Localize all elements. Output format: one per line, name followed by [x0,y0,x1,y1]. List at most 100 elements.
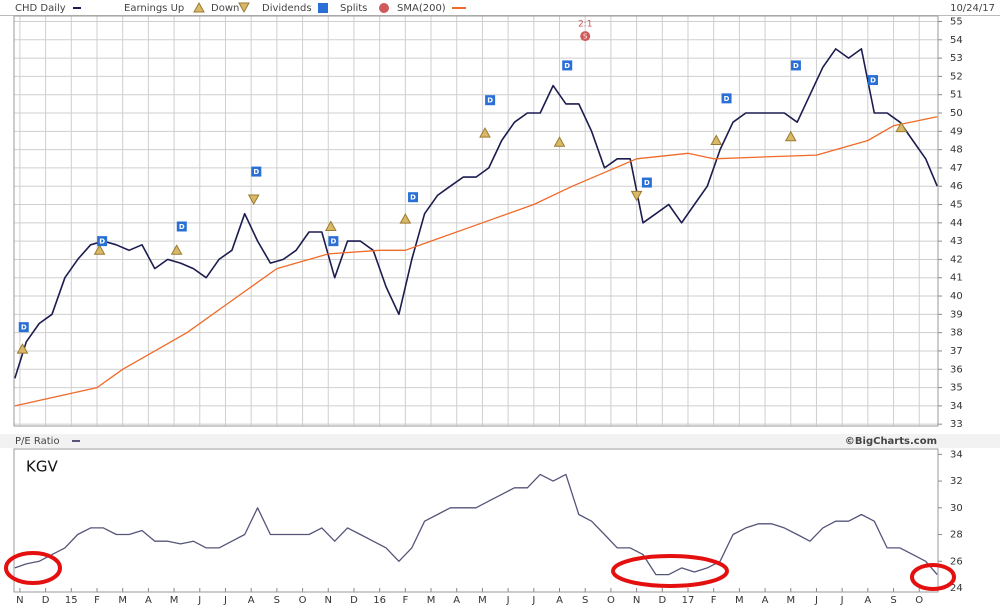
y-tick-label: 53 [950,53,963,64]
dividend-marker [176,221,187,232]
x-tick-label: J [840,595,844,606]
y-tick-label: 44 [950,218,963,229]
x-tick-label: M [478,595,487,606]
panel-title: P/E Ratio [15,436,60,447]
x-tick-label: 17 [682,595,695,606]
x-tick-label: F [402,595,408,606]
series-line [14,473,938,576]
x-tick-label: O [607,595,615,606]
dividend-label: D [330,238,336,246]
y-tick-label: 48 [950,145,963,156]
x-tick-label: M [786,595,795,606]
earnings-up-marker [93,244,106,255]
x-tick-label: A [556,595,563,606]
dividend-marker [97,236,108,247]
legend-icon [318,3,328,13]
x-tick-label: D [350,595,358,606]
y-tick-label: 54 [950,35,963,46]
x-tick-label: F [711,595,717,606]
x-tick-label: J [531,595,535,606]
dividend-label: D [724,95,730,103]
earnings-down-marker [630,190,643,202]
y-tick-label: 51 [950,90,963,101]
split-marker [580,31,591,42]
dividend-label: D [487,97,493,105]
legend-label: Earnings Up [124,3,184,14]
y-tick-label: 50 [950,108,963,119]
split-label: S [583,33,588,41]
earnings-up-marker [170,244,183,255]
x-tick-label: J [197,595,201,606]
y-tick-label: 40 [950,291,963,302]
dividend-marker [408,192,419,203]
highlight-ellipse [910,563,956,591]
dividend-label: D [99,238,105,246]
chart-title: CHD Daily [15,3,66,14]
y-tick-label: 28 [950,530,963,541]
dividend-label: D [644,179,650,187]
dividend-marker [641,177,652,188]
highlight-ellipse [4,551,62,585]
earnings-up-marker [895,121,908,133]
y-tick-label: 26 [950,556,963,567]
legend-icon [193,1,205,13]
legend-icon [379,3,389,13]
y-tick-label: 37 [950,346,963,357]
y-tick-label: 39 [950,309,963,320]
x-tick-label: 15 [65,595,78,606]
pe-frame [13,448,939,593]
credit: ©BigCharts.com [845,436,937,447]
x-tick-label: M [427,595,436,606]
dividend-marker [18,322,29,333]
x-tick-label: F [94,595,100,606]
legend-icon [238,2,250,14]
dividend-marker [562,60,573,71]
x-tick-label: A [762,595,769,606]
earnings-up-marker [553,136,566,147]
x-tick-label: A [864,595,871,606]
dividend-marker [251,166,262,177]
x-tick-label: N [16,595,23,606]
annotation: KGV [26,458,58,476]
earnings-up-marker [399,213,412,224]
y-tick-label: 34 [950,401,963,412]
legend-label: Down [211,3,239,14]
y-tick-label: 49 [950,126,963,137]
legend-label: SMA(200) [397,3,446,14]
price-frame [13,15,939,427]
y-tick-label: 41 [950,273,963,284]
y-tick-label: 32 [950,476,963,487]
split-ratio: 2:1 [578,20,592,30]
dividend-label: D [564,62,570,70]
dividend-marker [790,60,801,71]
y-tick-label: 34 [950,449,963,460]
plot-layer: 33 34 35 36 37 38 39 40 41 42 43 44 45 46 47 48 49 50 51 52… [14,16,963,606]
x-tick-label: M [735,595,744,606]
series-line [14,48,938,379]
x-tick-label: O [299,595,307,606]
dividend-marker [721,93,732,104]
x-tick-label: S [274,595,280,606]
x-tick-label: N [325,595,332,606]
y-tick-label: 42 [950,254,963,265]
x-tick-label: M [118,595,127,606]
x-tick-label: N [633,595,640,606]
dividend-label: D [179,223,185,231]
x-tick-label: 16 [373,595,386,606]
y-tick-label: 43 [950,236,963,247]
y-tick-label: 45 [950,200,963,211]
y-tick-label: 55 [950,16,963,27]
dividend-marker [328,236,339,247]
earnings-up-marker [784,130,797,142]
y-tick-label: 47 [950,163,963,174]
y-tick-label: 24 [950,583,963,594]
x-tick-label: J [814,595,818,606]
dividend-marker [485,95,496,106]
y-tick-label: 38 [950,328,963,339]
series-line [14,116,938,407]
y-tick-label: 35 [950,383,963,394]
x-tick-label: O [915,595,923,606]
earnings-down-marker [247,194,260,206]
